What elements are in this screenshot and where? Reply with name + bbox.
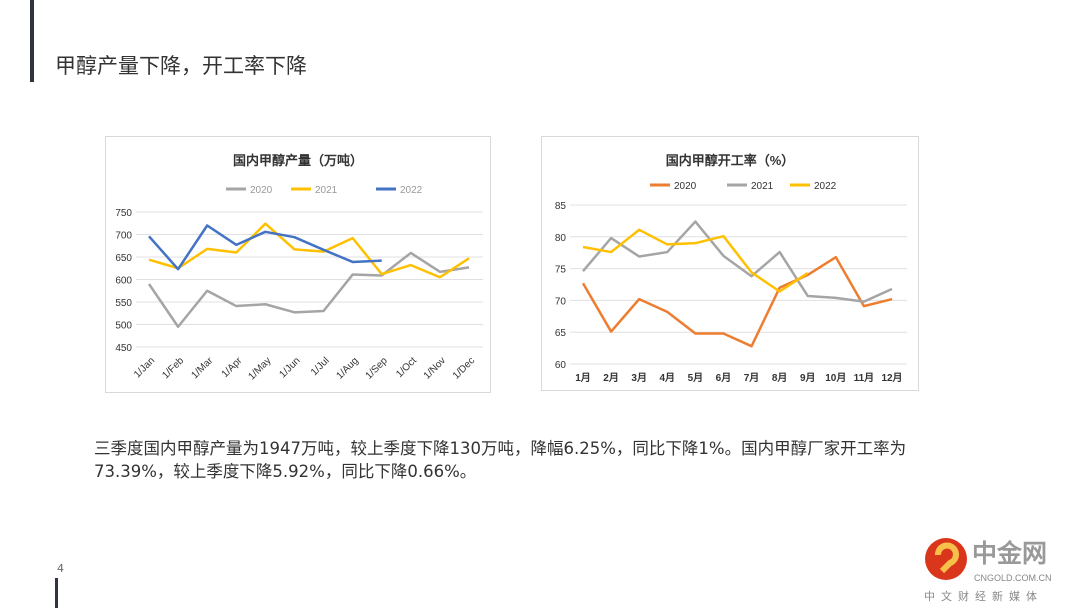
accent-bar (30, 0, 34, 82)
x-tick-label: 1/Aug (334, 355, 360, 381)
body-text: 三季度国内甲醇产量为1947万吨，较上季度下降130万吨，降幅6.25%，同比下… (94, 437, 914, 483)
series-line-2022 (583, 230, 808, 292)
x-tick-label: 6月 (716, 372, 732, 384)
x-tick-label: 4月 (659, 372, 675, 384)
y-tick-label: 80 (555, 233, 567, 244)
x-tick-label: 7月 (744, 372, 760, 384)
series-line-2020 (149, 253, 469, 327)
chart-title: 国内甲醇开工率（%） (666, 153, 795, 168)
slide-title: 甲醇产量下降，开工率下降 (55, 50, 307, 80)
x-tick-label: 1/Apr (220, 355, 245, 380)
y-tick-label: 75 (555, 265, 567, 276)
y-tick-label: 700 (115, 231, 132, 242)
legend-label: 2020 (250, 185, 273, 196)
logo-tagline: 中文财经新媒体 (924, 589, 1043, 603)
page-number: 4 (57, 562, 64, 575)
y-tick-label: 600 (115, 276, 132, 287)
y-tick-label: 500 (115, 321, 132, 332)
series-line-2020 (583, 257, 892, 346)
cngold-logo: 中金网 CNGOLD.COM.CN 中文财经新媒体 (922, 535, 1072, 605)
x-tick-label: 11月 (854, 372, 875, 384)
y-tick-label: 650 (115, 253, 132, 264)
x-tick-label: 8月 (772, 372, 788, 384)
logo-url: CNGOLD.COM.CN (974, 573, 1052, 583)
y-tick-label: 550 (115, 298, 132, 309)
utilization-chart: 国内甲醇开工率（%） 60 65 70 75 80 85 1月 2月 3月 4月 5月 6月 7月 8月 9月… (542, 137, 918, 390)
y-tick-label: 60 (555, 360, 567, 371)
x-tick-label: 10月 (825, 372, 846, 384)
y-tick-label: 750 (115, 208, 132, 219)
x-tick-label: 1/Mar (189, 355, 215, 381)
x-tick-label: 9月 (800, 372, 816, 384)
legend-label: 2022 (400, 185, 423, 196)
x-tick-label: 1/Jul (309, 355, 332, 378)
y-tick-label: 450 (115, 343, 132, 354)
series-line-2021 (149, 224, 469, 278)
x-tick-label: 1/May (246, 355, 273, 382)
series-line-2021 (583, 222, 892, 302)
legend-label: 2022 (814, 181, 837, 192)
x-tick-label: 1/Sep (364, 355, 391, 382)
x-tick-label: 1月 (575, 372, 591, 384)
y-tick-label: 85 (555, 201, 567, 212)
x-tick-label: 1/Oct (394, 355, 419, 380)
logo-name: 中金网 (972, 539, 1047, 568)
x-tick-label: 5月 (688, 372, 704, 384)
x-tick-label: 12月 (881, 372, 902, 384)
y-tick-label: 65 (555, 328, 567, 339)
legend-label: 2021 (751, 181, 774, 192)
x-tick-label: 1/Jan (132, 355, 157, 380)
utilization-chart-frame: 国内甲醇开工率（%） 60 65 70 75 80 85 1月 2月 3月 4月 5月 6月 7月 8月 9月… (541, 136, 919, 391)
x-tick-label: 1/Jun (277, 355, 302, 380)
x-tick-label: 1/Feb (160, 355, 186, 381)
y-tick-label: 70 (555, 296, 567, 307)
legend-label: 2020 (674, 181, 697, 192)
chart-title: 国内甲醇产量（万吨） (233, 153, 363, 168)
footer-bar (55, 578, 58, 608)
x-tick-label: 1/Nov (422, 355, 448, 381)
x-tick-label: 2月 (603, 372, 619, 384)
legend-label: 2021 (315, 185, 338, 196)
x-tick-label: 1/Dec (451, 355, 477, 381)
series-line-2022 (149, 226, 382, 270)
x-tick-label: 3月 (631, 372, 647, 384)
